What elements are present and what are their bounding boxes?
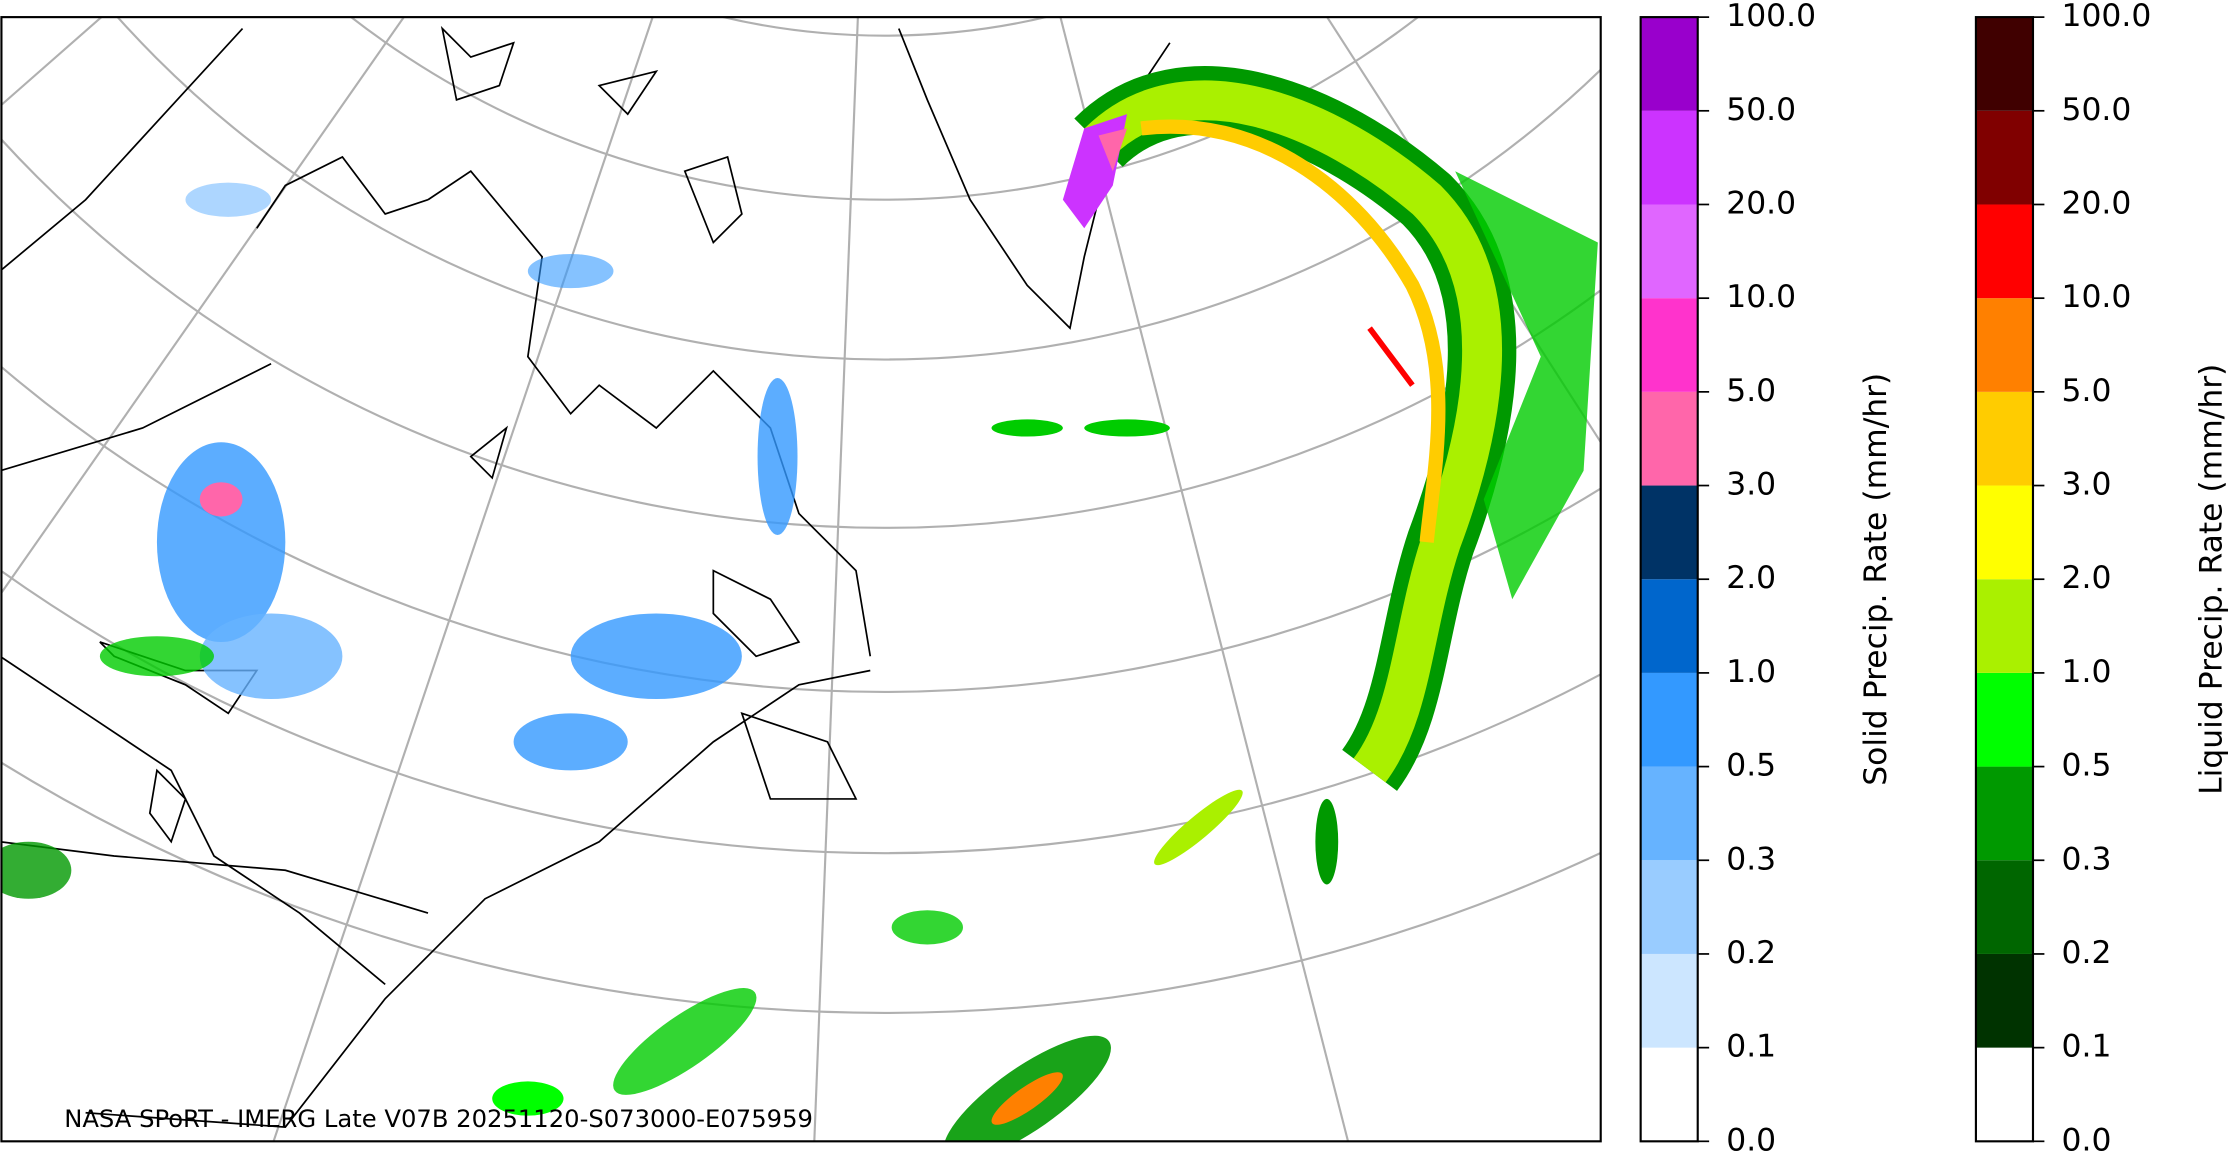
colorbar-segment [1640, 298, 1698, 392]
tick-label: 5.0 [1726, 373, 1776, 409]
colorbar-segment [1975, 17, 2033, 111]
colorbar-segment [1975, 485, 2033, 580]
tick-label: 20.0 [2062, 185, 2132, 221]
colorbar-segment [1640, 672, 1698, 767]
colorbar-segment [1975, 579, 2033, 673]
colorbar-segment [1975, 766, 2033, 861]
tick-label: 0.5 [1726, 748, 1776, 784]
tick-label: 0.5 [2062, 748, 2112, 784]
precipitation [1, 66, 1598, 1142]
colorbar-segment [1640, 953, 1698, 1048]
tick-label: 100.0 [1726, 0, 1816, 34]
colorbar-segment [1640, 1047, 1698, 1142]
tick-label: 2.0 [2062, 560, 2112, 596]
colorbar-label: Solid Precip. Rate (mm/hr) [1858, 373, 1894, 786]
tick-label: 0.2 [1726, 935, 1776, 971]
colorbar-segment [1640, 110, 1698, 205]
tick-label: 3.0 [1726, 467, 1776, 503]
colorbar-segment [1640, 860, 1698, 954]
colorbar-segment [1640, 579, 1698, 673]
tick-label: 10.0 [2062, 279, 2132, 315]
tick-label: 0.3 [1726, 841, 1776, 877]
tick-label: 1.0 [1726, 654, 1776, 690]
colorbar-segment [1640, 17, 1698, 111]
tick-label: 0.1 [2062, 1029, 2112, 1065]
colorbar-segment [1975, 860, 2033, 954]
tick-label: 10.0 [1726, 279, 1796, 315]
tick-label: 0.1 [1726, 1029, 1776, 1065]
colorbar-segment [1640, 766, 1698, 861]
tick-label: 2.0 [1726, 560, 1776, 596]
tick-label: 100.0 [2062, 0, 2152, 34]
colorbar-segment [1975, 672, 2033, 767]
credit: NASA SPoRT - IMERG Late V07B 20251120-S0… [64, 1104, 813, 1133]
colorbar-segment [1640, 485, 1698, 580]
tick-label: 0.3 [2062, 841, 2112, 877]
tick-label: 50.0 [1726, 92, 1796, 128]
colorbar-segment [1975, 1047, 2033, 1142]
map-frame [0, 16, 1602, 1143]
colorbar: 0.0 0.1 0.2 0.3 0.5 1.0 2.0 3.0 5.0 10.0 20.0 50.0 1… [1974, 0, 2229, 1158]
colorbar-segment [1975, 204, 2033, 299]
colorbar-label: Liquid Precip. Rate (mm/hr) [2193, 364, 2229, 795]
colorbar-segment [1975, 298, 2033, 392]
colorbar-segment [1975, 391, 2033, 486]
tick-label: 0.0 [2062, 1122, 2112, 1158]
tick-label: 1.0 [2062, 654, 2112, 690]
tick-label: 50.0 [2062, 92, 2132, 128]
tick-label: 5.0 [2062, 373, 2112, 409]
colorbar-segment [1975, 953, 2033, 1048]
tick-label: 0.0 [1726, 1122, 1776, 1158]
tick-label: 20.0 [1726, 185, 1796, 221]
colorbar-segment [1975, 110, 2033, 205]
tick-label: 3.0 [2062, 467, 2112, 503]
colorbar-segment [1640, 391, 1698, 486]
colorbars: 0.0 0.1 0.2 0.3 0.5 1.0 2.0 3.0 5.0 10.0 20.0 50.0 1… [1639, 0, 2229, 1158]
colorbar: 0.0 0.1 0.2 0.3 0.5 1.0 2.0 3.0 5.0 10.0 20.0 50.0 1… [1639, 0, 1894, 1158]
colorbar-segment [1640, 204, 1698, 299]
tick-label: 0.2 [2062, 935, 2112, 971]
